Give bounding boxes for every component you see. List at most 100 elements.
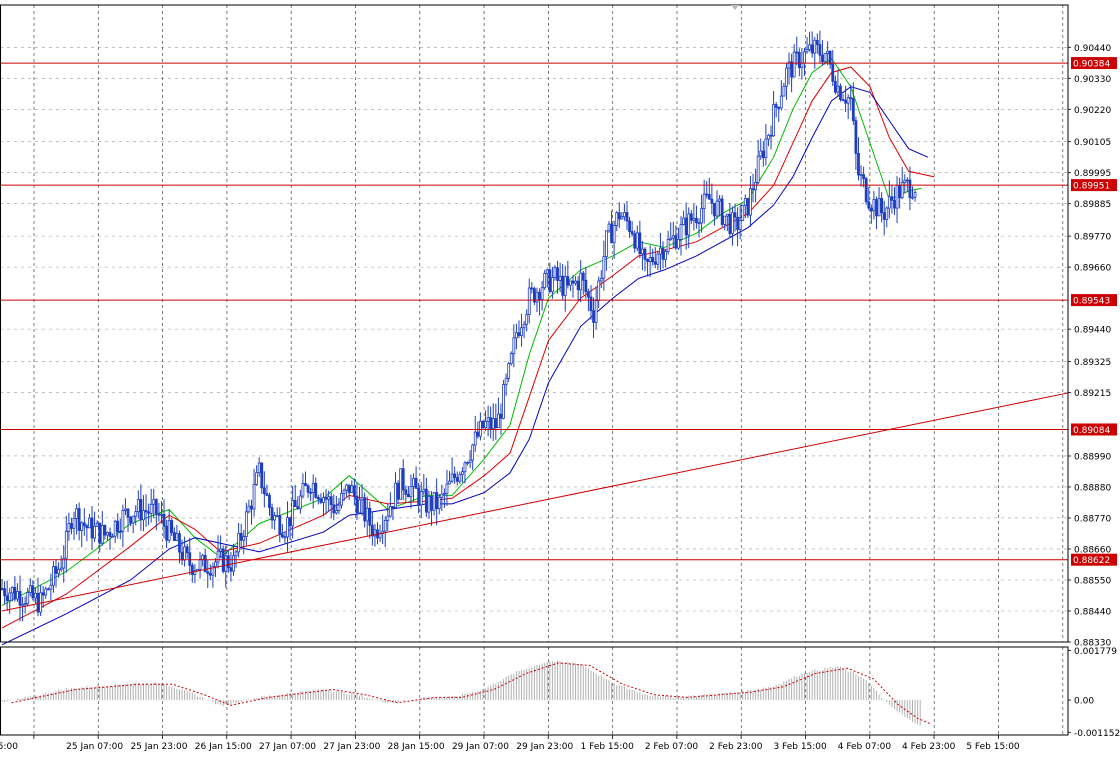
candle-body xyxy=(849,97,853,100)
candle-body xyxy=(628,220,631,232)
candle-body xyxy=(774,104,778,108)
level-price-tag xyxy=(1071,423,1117,436)
candle-body xyxy=(761,150,765,159)
level-price-label: 0.90384 xyxy=(1073,60,1110,70)
candle-body xyxy=(720,198,724,225)
candle-body xyxy=(121,510,125,532)
candle-body xyxy=(437,496,441,509)
candle-body xyxy=(409,486,413,498)
candle-body xyxy=(142,510,145,521)
candle-body xyxy=(473,431,477,446)
candle-body xyxy=(584,279,588,293)
candle-body xyxy=(486,417,490,422)
candle-body xyxy=(100,524,104,544)
candle-body xyxy=(782,85,786,97)
candle-body xyxy=(718,198,721,202)
candle-body xyxy=(301,483,305,497)
candle-body xyxy=(419,491,423,506)
trendline[interactable] xyxy=(1,392,1069,612)
candle-body xyxy=(561,275,565,296)
level-price-tag xyxy=(1071,553,1117,566)
candle-body xyxy=(136,499,140,513)
candle-body xyxy=(229,567,233,572)
candle-body xyxy=(792,51,796,78)
candle-body xyxy=(800,62,804,69)
candle-body xyxy=(908,179,912,199)
candle-body xyxy=(283,536,287,539)
candle-body xyxy=(88,517,91,529)
candle-body xyxy=(520,327,523,336)
candle-body xyxy=(288,517,292,527)
candle-body xyxy=(913,192,917,198)
candle-body xyxy=(412,477,415,487)
candle-body xyxy=(350,485,354,493)
candle-body xyxy=(172,532,176,541)
candle-body xyxy=(543,273,547,289)
candle-body xyxy=(833,80,837,93)
candle-body xyxy=(16,591,19,600)
candle-body xyxy=(743,198,747,206)
candle-body xyxy=(93,525,96,539)
candle-body xyxy=(21,603,24,606)
candle-body xyxy=(597,280,601,301)
candle-body xyxy=(234,551,238,557)
main-panel-grid xyxy=(0,5,1068,735)
candle-body xyxy=(401,468,405,491)
candle-body xyxy=(823,52,827,63)
candle-body xyxy=(129,516,133,524)
candle-body xyxy=(13,587,17,600)
candle-body xyxy=(160,513,163,516)
candle-body xyxy=(198,559,202,570)
level-price-label: 0.88622 xyxy=(1073,556,1110,566)
time-tick-label: 4 Feb 07:00 xyxy=(838,742,892,752)
candle-body xyxy=(468,459,472,463)
candle-body xyxy=(95,522,99,527)
candle-body xyxy=(633,233,637,249)
candle-body xyxy=(797,51,801,69)
candle-body xyxy=(538,291,541,300)
candle-body xyxy=(46,588,50,591)
candle-body xyxy=(805,48,809,53)
candle-body xyxy=(424,488,428,513)
candle-body xyxy=(592,310,595,323)
candle-body xyxy=(455,477,459,482)
candle-body xyxy=(687,213,691,236)
price-axis-background xyxy=(1068,0,1120,758)
candle-body xyxy=(779,95,783,109)
candle-body xyxy=(581,272,585,281)
candlestick-series[interactable] xyxy=(0,30,917,622)
candle-body xyxy=(306,485,310,493)
candle-body xyxy=(777,106,781,109)
candle-body xyxy=(430,495,433,511)
candle-body xyxy=(450,473,454,482)
candle-body xyxy=(255,472,259,485)
candle-body xyxy=(504,377,508,385)
candle-body xyxy=(895,185,899,209)
candle-body xyxy=(615,212,619,227)
candle-body xyxy=(674,235,678,249)
horizontal-levels[interactable]: 0.90384 0.89951 0.89543 0.89084 0.88622 xyxy=(0,57,1117,566)
time-tick-label: 15:00 xyxy=(0,742,18,752)
candle-body xyxy=(296,506,300,510)
candle-body xyxy=(291,499,295,527)
candle-body xyxy=(216,550,220,563)
candle-body xyxy=(28,585,32,593)
candle-body xyxy=(147,511,151,514)
candle-body xyxy=(23,603,27,606)
candle-body xyxy=(293,499,297,508)
price-tick-label: 0.90105 xyxy=(1074,138,1111,148)
candle-body xyxy=(671,235,675,239)
candle-body xyxy=(432,492,436,511)
candle-body xyxy=(651,257,655,263)
candle-body xyxy=(828,50,832,65)
price-tick-label: 0.88660 xyxy=(1074,545,1111,555)
candle-body xyxy=(563,276,567,296)
candle-body xyxy=(476,431,480,437)
candle-body xyxy=(589,296,593,312)
candle-body xyxy=(370,524,374,537)
candle-body xyxy=(813,39,817,54)
candle-body xyxy=(460,471,464,475)
candle-body xyxy=(0,588,4,590)
price-tick-label: 0.88880 xyxy=(1074,483,1111,493)
